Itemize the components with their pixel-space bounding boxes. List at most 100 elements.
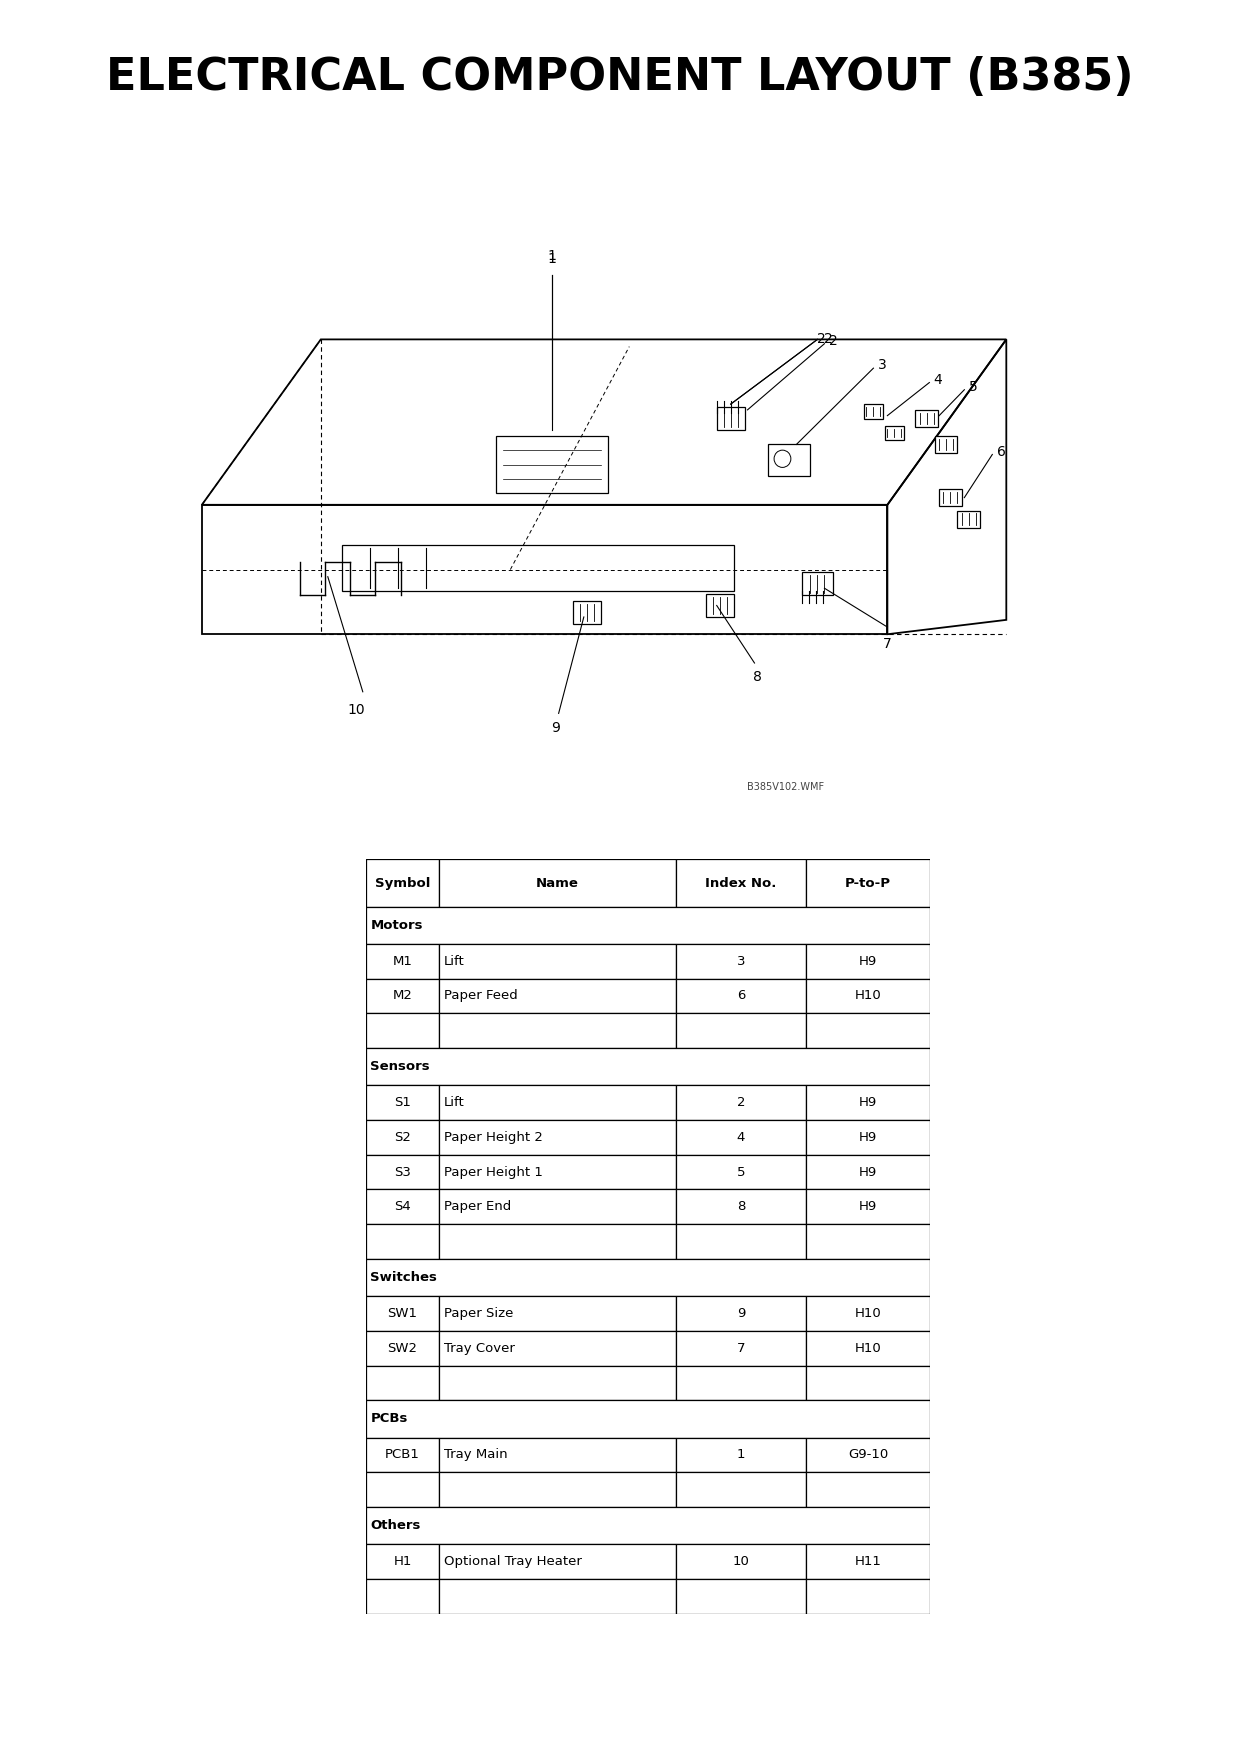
Bar [366,1331,439,1366]
Text: Name: Name [536,877,579,889]
Polygon shape [706,595,734,617]
Polygon shape [863,403,883,419]
Text: 9: 9 [552,721,560,735]
Text: 4: 4 [934,372,942,386]
Bar [676,1472,806,1507]
Bar [676,859,806,907]
Bar [439,1121,676,1154]
Polygon shape [717,407,745,430]
Polygon shape [957,510,980,528]
Bar [806,1472,930,1507]
Polygon shape [939,489,961,507]
Text: M1: M1 [393,954,413,968]
Bar [366,1544,439,1579]
Text: Paper End: Paper End [444,1200,511,1214]
Text: 3: 3 [878,358,887,372]
Bar [676,979,806,1014]
Polygon shape [769,444,811,475]
Text: H9: H9 [859,954,877,968]
Bar [806,1121,930,1154]
Text: Paper Feed: Paper Feed [444,989,517,1003]
Text: 8: 8 [737,1200,745,1214]
Text: Lift: Lift [444,954,465,968]
Bar [676,1224,806,1259]
Bar [676,1579,806,1614]
Text: M2: M2 [393,989,413,1003]
Bar [439,1438,676,1472]
Text: Optional Tray Heater: Optional Tray Heater [444,1556,582,1568]
Text: Tray Main: Tray Main [444,1449,507,1461]
Polygon shape [884,426,904,440]
Text: 2: 2 [828,333,837,347]
Text: PCBs: PCBs [371,1412,408,1426]
Bar [806,1438,930,1472]
Text: Tray Cover: Tray Cover [444,1342,515,1354]
Bar [366,1086,439,1121]
Text: 9: 9 [737,1307,745,1321]
Bar [676,944,806,979]
Text: 2: 2 [825,333,833,346]
Polygon shape [573,602,600,624]
Bar [439,1579,676,1614]
Text: ELECTRICAL COMPONENT LAYOUT (B385): ELECTRICAL COMPONENT LAYOUT (B385) [107,56,1133,100]
Text: B385V102.WMF: B385V102.WMF [748,782,825,793]
Text: 10: 10 [347,703,365,717]
Bar [366,907,930,944]
Bar [676,1544,806,1579]
Bar [806,1579,930,1614]
Bar [439,1472,676,1507]
Text: 3: 3 [737,954,745,968]
Bar [439,979,676,1014]
Text: H9: H9 [859,1096,877,1109]
Text: H9: H9 [859,1200,877,1214]
Bar [439,1296,676,1331]
Bar [806,1366,930,1400]
Bar [439,1366,676,1400]
Text: Motors: Motors [371,919,423,931]
Text: S4: S4 [394,1200,410,1214]
Text: Symbol: Symbol [374,877,430,889]
Bar [366,1296,439,1331]
Text: H10: H10 [854,989,882,1003]
Bar [366,1189,439,1224]
Bar [806,1331,930,1366]
Text: Paper Height 1: Paper Height 1 [444,1166,543,1179]
Text: S2: S2 [394,1131,410,1144]
Bar [806,1014,930,1049]
Text: SW2: SW2 [387,1342,418,1354]
Bar [676,1189,806,1224]
Bar [439,859,676,907]
Text: 6: 6 [997,444,1006,458]
Text: 7: 7 [737,1342,745,1354]
Text: SW1: SW1 [387,1307,418,1321]
Text: Paper Size: Paper Size [444,1307,513,1321]
Text: Lift: Lift [444,1096,465,1109]
Bar [806,1154,930,1189]
Text: 2: 2 [817,333,826,346]
Text: 5: 5 [737,1166,745,1179]
Bar [676,1438,806,1472]
Text: H10: H10 [854,1342,882,1354]
Text: S3: S3 [394,1166,410,1179]
Bar [806,1296,930,1331]
Text: PCB1: PCB1 [386,1449,420,1461]
Bar [366,1366,439,1400]
Bar [676,1014,806,1049]
Text: G9-10: G9-10 [848,1449,888,1461]
Bar [366,1049,930,1086]
Bar [366,1259,930,1296]
Bar [366,1507,930,1544]
Text: 8: 8 [753,670,761,684]
Bar [806,1189,930,1224]
Text: H9: H9 [859,1131,877,1144]
Bar [366,1014,439,1049]
Text: Others: Others [371,1519,420,1531]
Bar [806,1224,930,1259]
Text: P-to-P: P-to-P [844,877,890,889]
Bar [676,1366,806,1400]
Bar [366,1224,439,1259]
Text: H1: H1 [393,1556,412,1568]
Bar [806,859,930,907]
Bar [676,1086,806,1121]
Text: Switches: Switches [371,1272,438,1284]
